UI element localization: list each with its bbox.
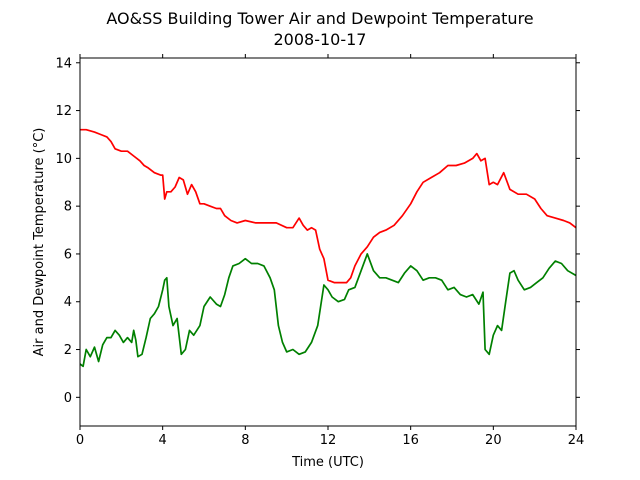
y-axis-label: Air and Dewpoint Temperature (°C) bbox=[32, 128, 47, 357]
y-tick-label: 10 bbox=[55, 152, 72, 167]
y-tick-label: 14 bbox=[55, 56, 72, 71]
plot-series bbox=[79, 128, 577, 368]
chart-subtitle: 2008-10-17 bbox=[274, 30, 367, 49]
x-tick-label: 16 bbox=[402, 433, 419, 448]
y-tick-label: 8 bbox=[64, 200, 72, 215]
y-tick-label: 4 bbox=[64, 295, 72, 310]
x-tick-label: 8 bbox=[241, 433, 249, 448]
series-line-1 bbox=[79, 253, 577, 368]
series-line-0 bbox=[80, 128, 577, 284]
y-tick-label: 6 bbox=[64, 247, 72, 262]
x-tick-label: 20 bbox=[485, 433, 502, 448]
chart-title: AO&SS Building Tower Air and Dewpoint Te… bbox=[106, 9, 533, 28]
x-tick-label: 0 bbox=[76, 433, 84, 448]
y-tick-label: 12 bbox=[55, 104, 72, 119]
y-tick-label: 2 bbox=[64, 343, 72, 358]
x-tick-label: 24 bbox=[568, 433, 585, 448]
x-axis-label: Time (UTC) bbox=[291, 455, 364, 470]
x-tick-label: 12 bbox=[320, 433, 337, 448]
y-tick-label: 0 bbox=[64, 391, 72, 406]
x-tick-label: 4 bbox=[159, 433, 167, 448]
plot-frame bbox=[79, 57, 577, 427]
